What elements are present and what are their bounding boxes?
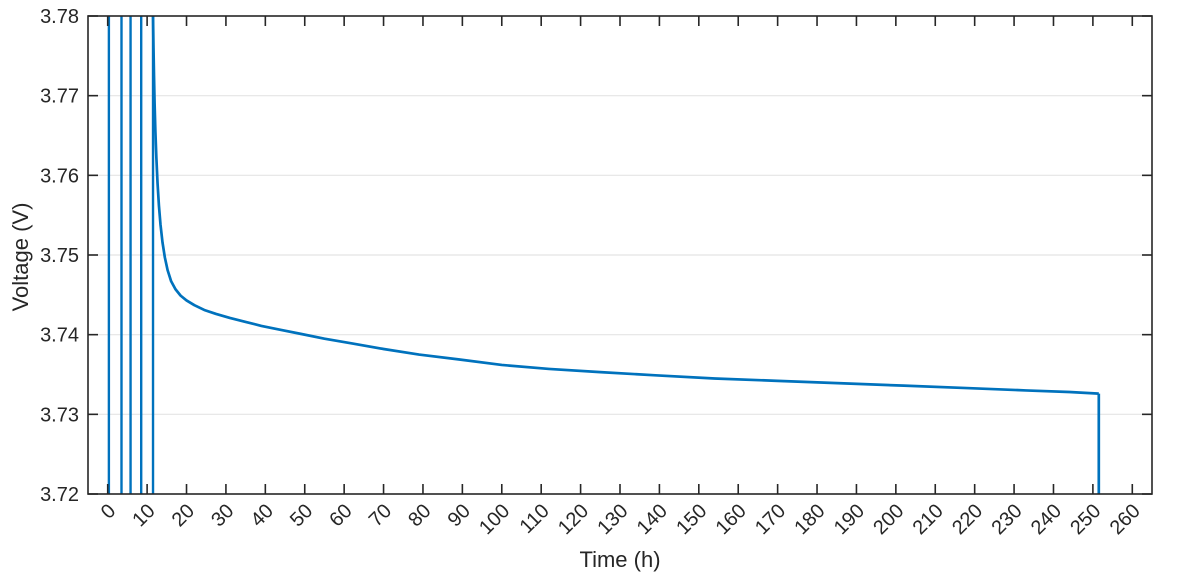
y-tick-label: 3.78 [40,6,79,28]
x-tick-label: 30 [207,500,238,531]
x-tick-label: 210 [909,500,948,539]
x-tick-label: 120 [554,500,593,539]
x-tick-label: 10 [128,500,159,531]
x-tick-label: 150 [672,500,711,539]
y-tick-label: 3.77 [40,86,79,108]
y-tick-label: 3.72 [40,484,79,506]
x-tick-label: 90 [444,500,475,531]
x-tick-label: 180 [790,500,829,539]
x-tick-label: 110 [516,500,554,538]
x-tick-label: 220 [948,500,987,539]
x-tick-label: 70 [365,500,396,531]
y-tick-label: 3.74 [40,325,79,347]
x-tick-label: 140 [633,500,672,539]
x-tick-label: 250 [1066,500,1105,539]
x-tick-label: 160 [712,500,751,539]
x-tick-label: 190 [830,500,869,539]
x-tick-label: 80 [404,500,435,531]
x-tick-label: 130 [593,500,632,539]
y-axis-label: Voltage (V) [8,202,33,312]
x-tick-label: 240 [1027,500,1066,539]
x-tick-label: 260 [1106,500,1145,539]
x-axis-label: Time (h) [579,547,661,572]
x-tick-label: 230 [987,500,1026,539]
x-tick-label: 40 [247,500,278,531]
x-tick-label: 0 [97,500,120,523]
y-tick-label: 3.76 [40,165,79,187]
x-tick-label: 60 [325,500,356,531]
x-tick-label: 200 [869,500,908,539]
x-tick-label: 50 [286,500,317,531]
y-tick-label: 3.75 [40,245,79,267]
y-tick-label: 3.73 [40,404,79,426]
x-tick-label: 170 [751,500,790,539]
x-tick-label: 20 [168,500,199,531]
relaxation-voltage [151,15,1099,395]
x-tick-label: 100 [475,500,514,539]
